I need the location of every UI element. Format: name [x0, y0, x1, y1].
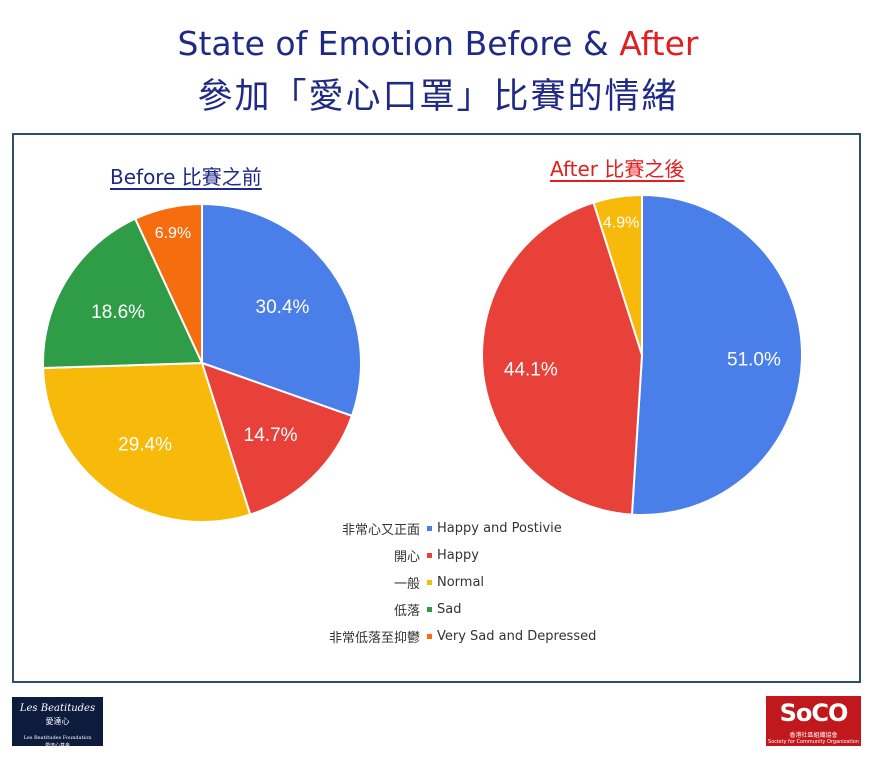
legend-swatch	[427, 607, 432, 612]
main-title: State of Emotion Before & After	[0, 24, 876, 63]
pie-label-after-0: 51.0%	[727, 350, 781, 371]
legend-zh-label: 非常低落至抑鬱	[328, 631, 420, 646]
legend-en-label: Sad	[437, 602, 462, 617]
pie-label-before-1: 14.7%	[244, 425, 298, 446]
pie-charts: 30.4% 14.7% 29.4% 18.6% 6.9% 51.0% 44.1% 4.9%	[42, 193, 804, 523]
legend-swatch	[427, 634, 432, 639]
legend-zh-label: 非常心又正面	[341, 523, 420, 538]
pie-label-before-4: 6.9%	[155, 225, 191, 242]
pie-label-after-2: 4.9%	[603, 215, 639, 232]
legend-en-label: Normal	[437, 575, 485, 590]
pie-label-after-1: 44.1%	[504, 360, 558, 381]
pie-slice-after-0	[630, 193, 804, 516]
logo-left-chinese: 愛達心	[45, 717, 70, 726]
soco-logo: SoCO 香港社區組織協會 Society for Community Orga…	[766, 696, 861, 746]
legend-en-label: Happy and Postivie	[437, 521, 562, 536]
pie-label-before-2: 29.4%	[118, 434, 172, 455]
pie-label-before-3: 18.6%	[91, 302, 145, 323]
title-main-text: State of Emotion Before &	[177, 24, 620, 63]
logo-left-name: Les Beatitudes	[19, 703, 96, 714]
pie-label-before-0: 30.4%	[256, 297, 310, 318]
legend-en-label: Very Sad and Depressed	[437, 629, 597, 644]
pie-slice-after-1	[481, 201, 644, 516]
les-beatitudes-logo: Les Beatitudes 愛達心 Les Beatitudes Founda…	[12, 697, 103, 749]
legend: 非常心又正面 Happy and Postivie 開心 Happy 一般 No…	[254, 515, 596, 650]
legend-zh-label: 一般	[393, 577, 420, 592]
pie-slice-before-0	[201, 202, 362, 418]
legend-zh-label: 開心	[393, 550, 420, 565]
soco-chinese-name: 香港社區組織協會	[789, 732, 838, 739]
legend-item: 非常低落至抑鬱 Very Sad and Depressed	[254, 623, 596, 650]
chinese-title: 參加「愛心口罩」比賽的情緒	[197, 77, 679, 117]
pie-slice-after-2	[592, 193, 643, 356]
legend-swatch	[427, 553, 432, 558]
logo-left-foundation-zh: 愛達心基金	[44, 743, 70, 749]
legend-item: 非常心又正面 Happy and Postivie	[254, 515, 596, 542]
pie-slice-before-3	[42, 217, 204, 370]
legend-en-label: Happy	[437, 548, 479, 563]
legend-item: 一般 Normal	[254, 569, 596, 596]
title-accent-text: After	[619, 24, 699, 63]
logo-left-foundation: Les Beatitudes Foundation	[23, 735, 92, 741]
legend-zh-label: 低落	[393, 604, 420, 619]
legend-item: 低落 Sad	[254, 596, 596, 623]
legend-swatch	[427, 526, 432, 531]
pie-slice-before-1	[200, 361, 354, 516]
legend-swatch	[427, 580, 432, 585]
pie-slice-before-4	[133, 202, 203, 364]
before-chart-title: Before 比賽之前	[110, 165, 262, 189]
pie-slice-before-2	[42, 361, 252, 523]
soco-english-name: Society for Community Organization	[768, 739, 859, 745]
soco-brand: SoCO	[779, 699, 849, 727]
after-chart-title: After 比賽之後	[550, 157, 685, 181]
legend-item: 開心 Happy	[254, 542, 596, 569]
chart-panel: Before 比賽之前 After 比賽之後 30.4% 14.7% 29.4% 18…	[12, 133, 861, 683]
